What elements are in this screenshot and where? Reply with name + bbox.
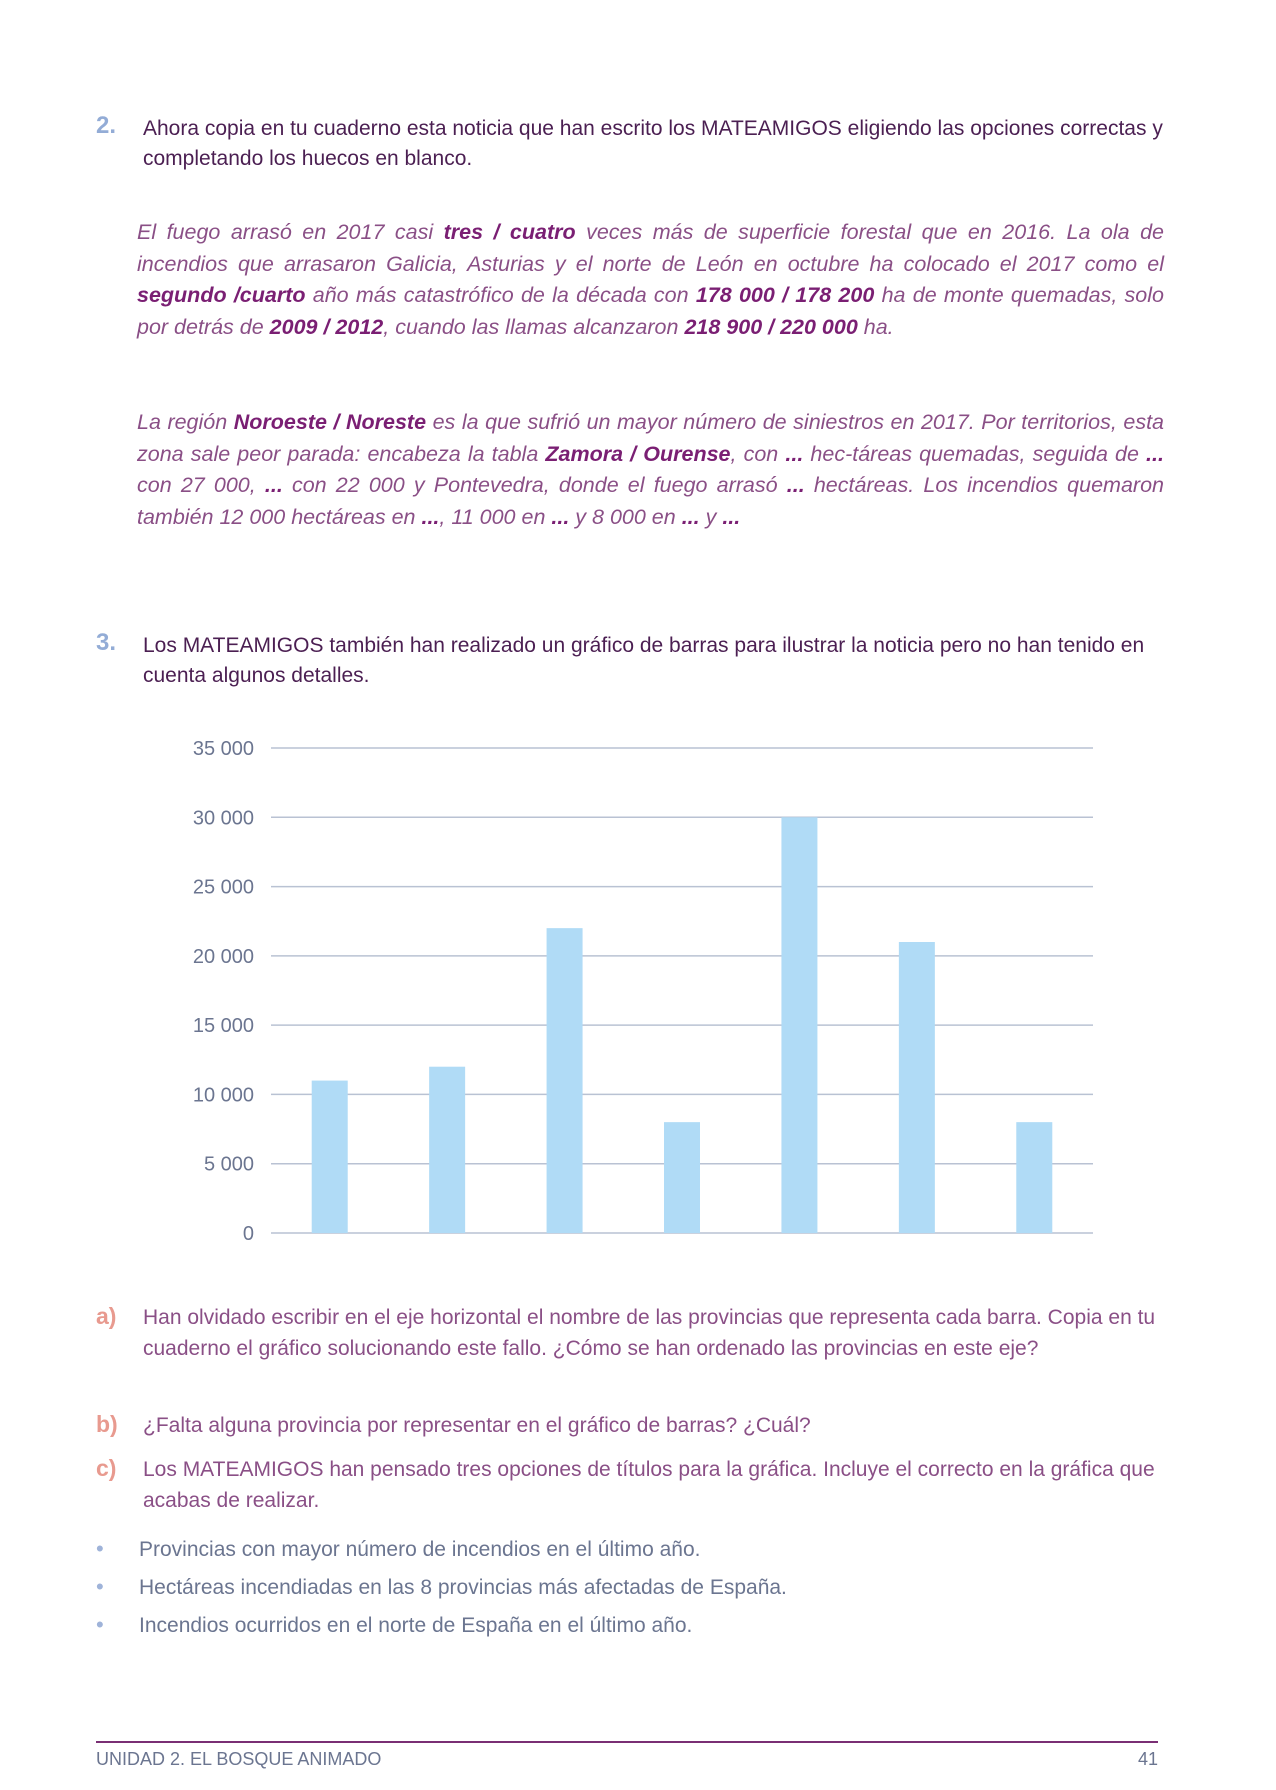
text-segment: , con <box>730 441 786 466</box>
y-tick-label: 35 000 <box>193 738 254 760</box>
bar <box>1016 1122 1053 1233</box>
text-segment: ha. <box>857 315 894 340</box>
answer-option: tres / cuatro <box>443 220 576 244</box>
answer-option: ... <box>264 473 283 498</box>
bullet-icon: • <box>96 1574 104 1599</box>
bar-chart: 0 5 000 10 000 15 000 20 000 25 000 30 000 35 0… <box>193 738 1093 1245</box>
answer-option: ... <box>681 505 700 530</box>
question-text: Ahora copia en tu cuaderno esta noticia … <box>143 117 1163 170</box>
bullet-icon: • <box>96 1536 104 1561</box>
text-segment: es la que sufrió un mayor número de sini… <box>137 410 1165 466</box>
title-option-1: Provincias con mayor número de incendios… <box>139 1538 701 1561</box>
text-segment: con 27 000, <box>137 473 265 498</box>
subquestion-text-b: ¿Falta alguna provincia por representar … <box>143 1414 811 1437</box>
text-segment: , 11 000 en <box>439 505 552 530</box>
question-text: Los MATEAMIGOS también han realizado un … <box>143 634 1145 687</box>
y-tick-label: 5 000 <box>204 1154 254 1176</box>
text-segment: hec-táreas quemadas, seguida de <box>803 441 1147 466</box>
subquestion-label-a: a) <box>96 1303 117 1329</box>
text-segment: ha de monte quemadas, solo por detrás de <box>137 283 1164 340</box>
text-segment: , cuando las llamas alcanzaron <box>383 315 685 340</box>
y-tick-label: 10 000 <box>193 1084 254 1106</box>
bar <box>898 942 935 1233</box>
answer-option: ... <box>551 505 570 530</box>
answer-option: segundo /cuarto <box>137 283 306 308</box>
text-segment: año más catastrófico de la década con <box>305 283 696 308</box>
answer-option: 218 900 / 220 000 <box>684 315 858 340</box>
answer-option: ... <box>1146 441 1164 466</box>
footer-divider <box>96 1741 1158 1743</box>
answer-option: ... <box>722 505 741 530</box>
answer-option: Zamora / Ourense <box>545 441 731 466</box>
text-segment: y <box>699 505 723 530</box>
footer-unit: UNIDAD 2. EL BOSQUE ANIMADO <box>96 1749 382 1769</box>
question-number: 2. <box>96 112 117 139</box>
bar <box>546 928 583 1233</box>
question-number: 3. <box>96 629 117 656</box>
answer-option: ... <box>785 441 804 466</box>
bar <box>311 1080 348 1233</box>
bar <box>429 1066 466 1233</box>
title-option-2: Hectáreas incendiadas en las 8 provincia… <box>139 1576 787 1599</box>
subquestion-label-b: b) <box>96 1411 118 1437</box>
page-number: 41 <box>1138 1749 1159 1769</box>
answer-option: 2009 / 2012 <box>269 315 384 340</box>
answer-option: ... <box>421 505 440 530</box>
subquestion-text-a: Han olvidado escribir en el eje horizont… <box>143 1306 1156 1360</box>
text-segment: con 22 000 y Pontevedra, donde el fuego … <box>282 473 787 498</box>
answer-option: Noroeste / Noreste <box>233 410 427 434</box>
title-option-3: Incendios ocurridos en el norte de Españ… <box>139 1614 693 1637</box>
bar <box>781 817 818 1233</box>
subquestion-label-c: c) <box>96 1455 117 1481</box>
y-tick-label: 25 000 <box>193 877 254 899</box>
subquestion-text-c: Los MATEAMIGOS han pensado tres opciones… <box>143 1458 1155 1512</box>
text-segment: veces más de superficie forestal que en … <box>137 220 1164 276</box>
text-segment: hectáreas. Los incendios quemaron tambié… <box>137 473 1164 530</box>
bar <box>664 1122 700 1233</box>
y-tick-label: 20 000 <box>193 946 254 968</box>
bullet-icon: • <box>96 1612 104 1637</box>
text-segment: La región <box>137 410 234 434</box>
news-paragraph-1: El fuego arrasó en 2017 casi tres / cuat… <box>137 217 1164 344</box>
y-tick-label: 30 000 <box>193 807 254 829</box>
y-tick-label: 15 000 <box>193 1015 254 1037</box>
answer-option: ... <box>786 473 805 498</box>
text-segment: y 8 000 en <box>569 505 682 530</box>
news-paragraph-2: La región Noroeste / Noreste es la que s… <box>137 407 1164 534</box>
y-tick-label: 0 <box>243 1223 254 1245</box>
text-segment: El fuego arrasó en 2017 casi <box>137 220 444 244</box>
answer-option: 178 000 / 178 200 <box>695 283 875 308</box>
